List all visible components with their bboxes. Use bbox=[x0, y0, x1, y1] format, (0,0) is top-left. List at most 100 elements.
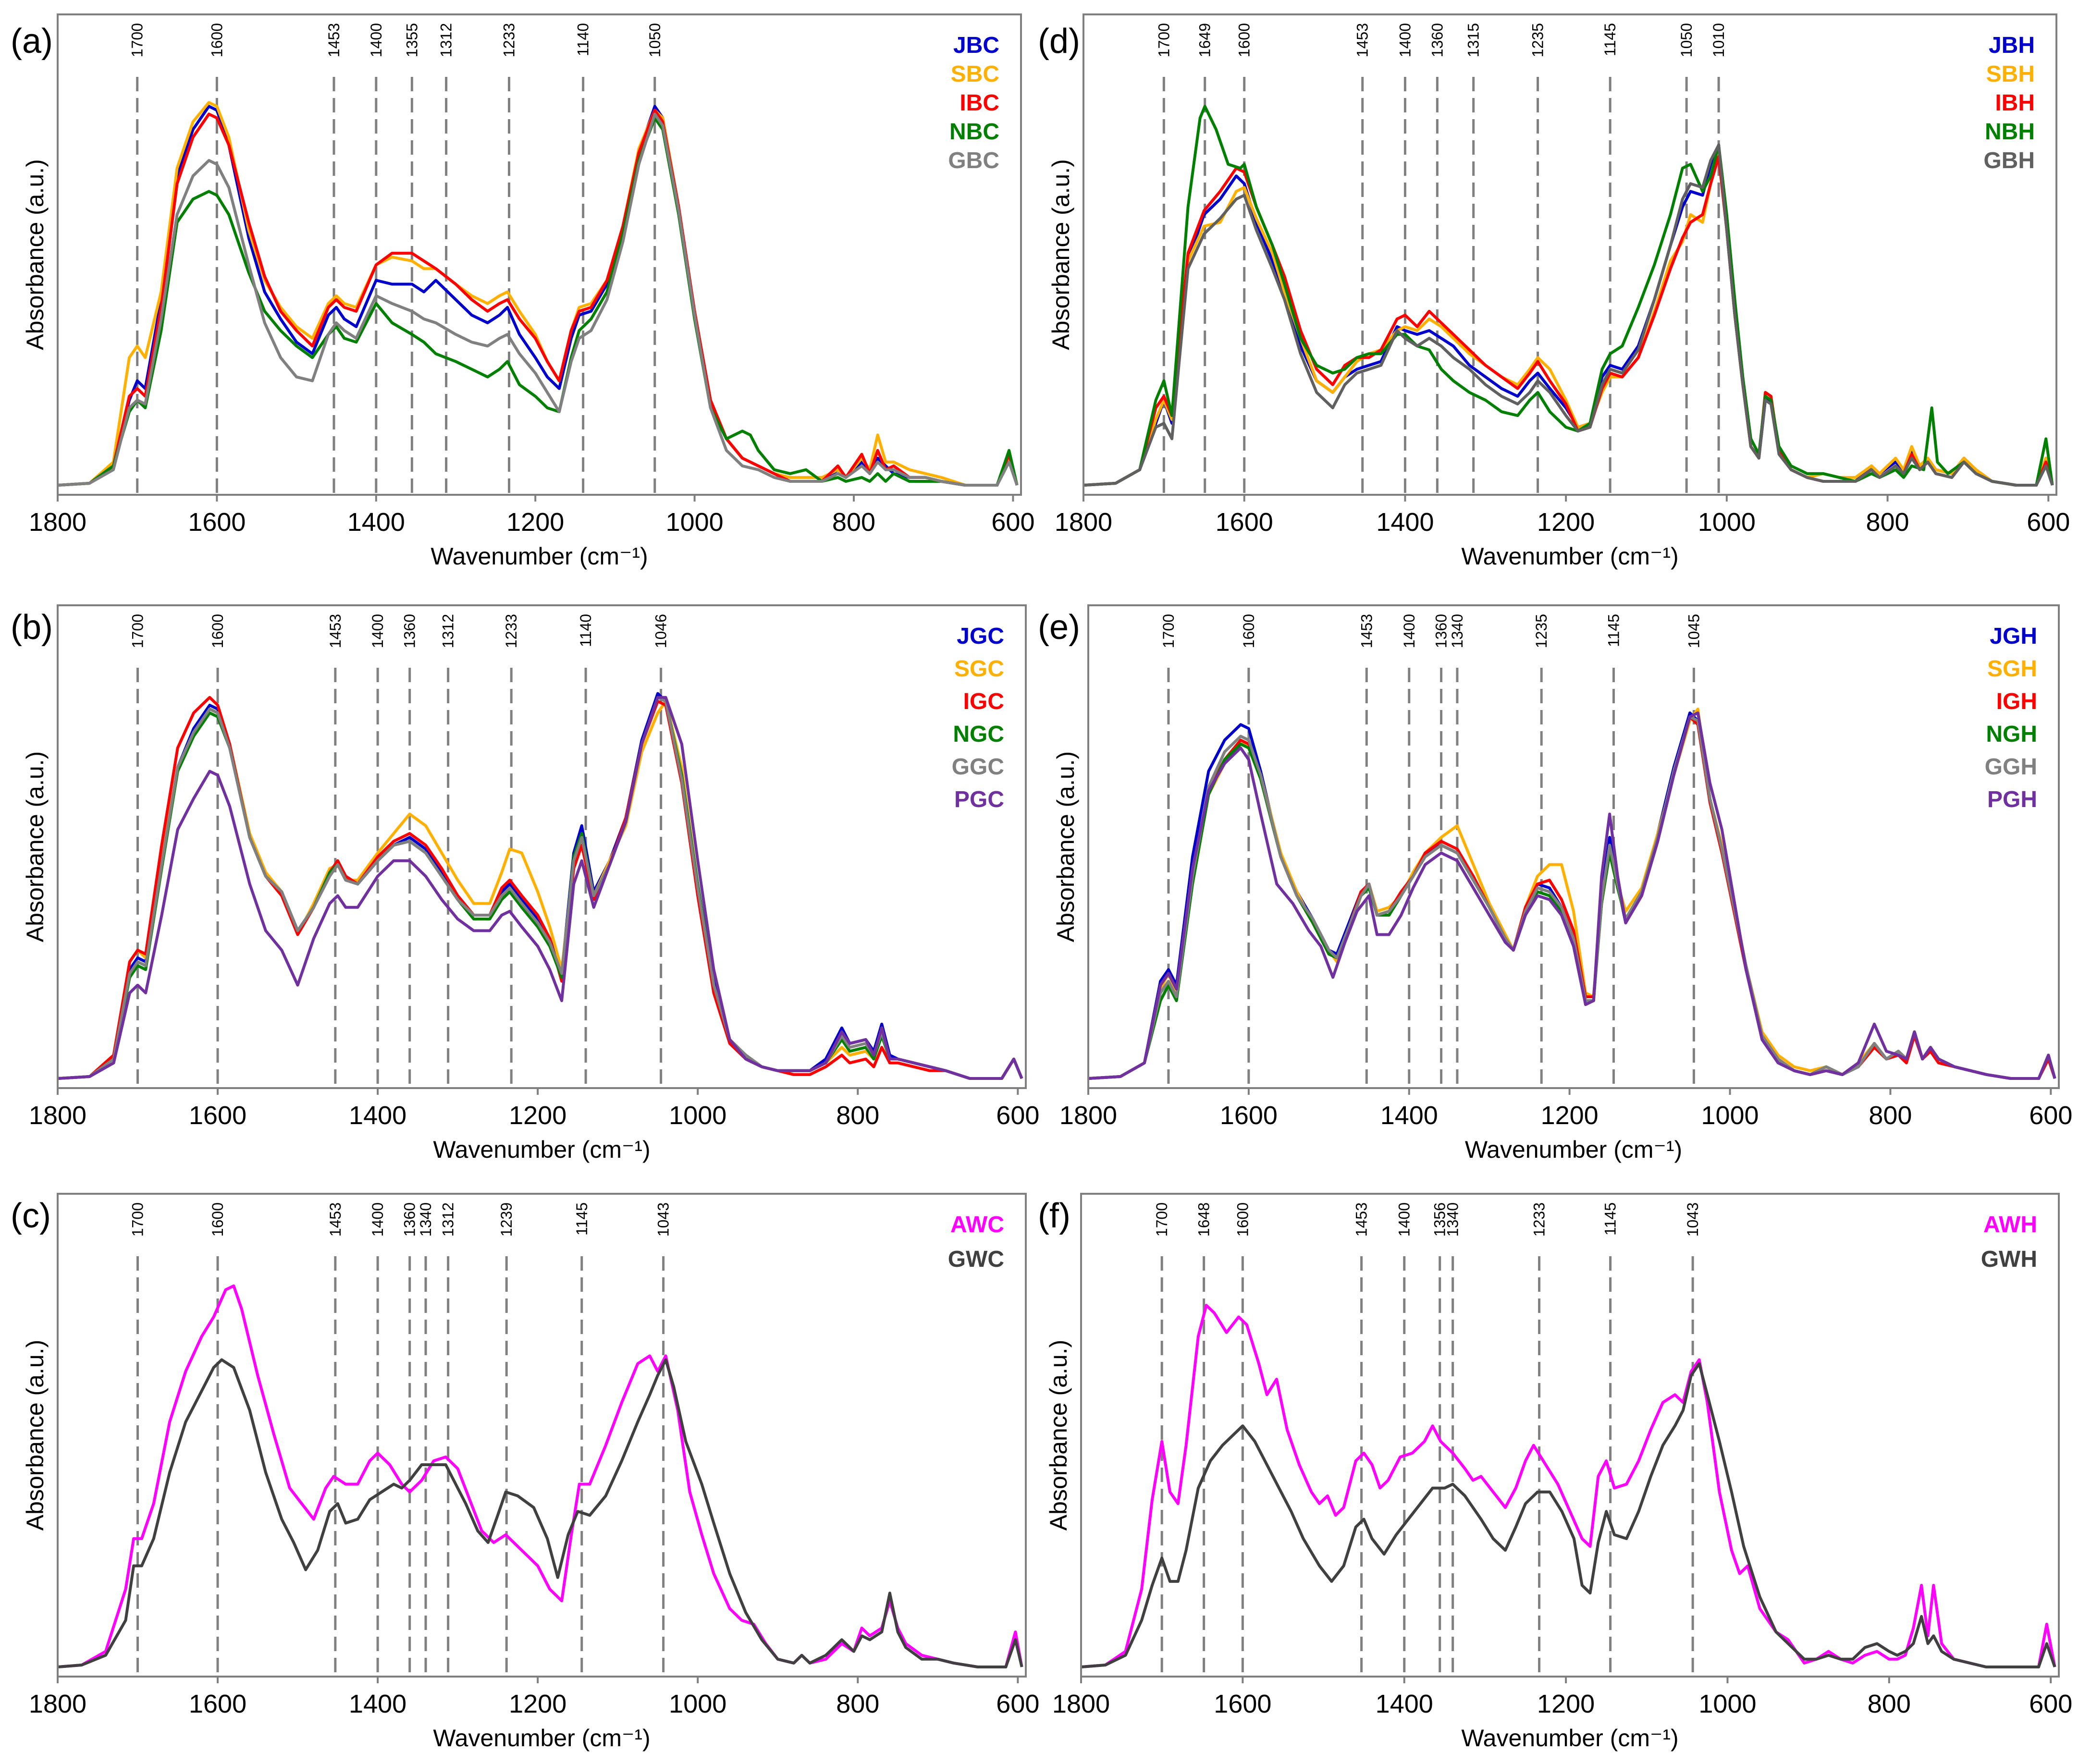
legend-item-GGH: GGH bbox=[1985, 754, 2037, 780]
peak-label: 1010 bbox=[1710, 23, 1727, 57]
legend-item-SBC: SBC bbox=[951, 61, 999, 87]
x-tick-label: 1800 bbox=[1052, 1690, 1110, 1718]
series-line-NGC bbox=[57, 696, 1023, 1080]
series-line-GBH bbox=[1083, 143, 2054, 487]
peak-label: 1355 bbox=[403, 23, 420, 57]
x-tick-label: 1600 bbox=[189, 1690, 246, 1718]
series-line-NBH bbox=[1083, 105, 2054, 487]
legend-item-IGH: IGH bbox=[1996, 689, 2037, 714]
y-axis-title: Absorbance (a.u.) bbox=[22, 1340, 49, 1531]
series-line-IGC bbox=[57, 696, 1023, 1080]
legend-item-AWC: AWC bbox=[950, 1212, 1004, 1237]
panel-label: (d) bbox=[1038, 22, 1080, 61]
peak-label: 1050 bbox=[646, 23, 664, 57]
legend-item-PGH: PGH bbox=[1987, 787, 2037, 812]
peak-label: 1400 bbox=[1401, 614, 1418, 648]
legend-item-JBC: JBC bbox=[953, 33, 999, 58]
panel-label: (b) bbox=[11, 608, 53, 647]
x-tick-label: 800 bbox=[836, 1101, 879, 1130]
x-tick-label: 1800 bbox=[29, 508, 86, 537]
legend-item-SGH: SGH bbox=[1987, 656, 2037, 682]
panel-a: (a) 1700 1600 1453 1400 1355 1312 1233 1140 1050 1… bbox=[11, 13, 1034, 570]
series-line-SGH bbox=[1088, 708, 2056, 1080]
x-tick-label: 1400 bbox=[1376, 508, 1434, 537]
series-line-SBC bbox=[57, 101, 1019, 487]
x-tick-label: 1400 bbox=[1376, 1690, 1433, 1718]
peak-label: 1312 bbox=[438, 23, 455, 57]
legend-item-GBH: GBH bbox=[1983, 148, 2035, 173]
peak-label: 1453 bbox=[1354, 23, 1371, 57]
legend-item-GBC: GBC bbox=[948, 148, 999, 173]
panel-label: (f) bbox=[1038, 1197, 1070, 1235]
series-line-AWH bbox=[1081, 1304, 2056, 1668]
plot-frame bbox=[1083, 13, 2057, 496]
x-tick-label: 1200 bbox=[506, 508, 564, 537]
peak-label: 1340 bbox=[417, 1202, 434, 1237]
peak-label: 1700 bbox=[129, 23, 146, 57]
x-tick-label: 1600 bbox=[1216, 508, 1273, 537]
peak-label: 1145 bbox=[573, 1202, 590, 1236]
x-tick-label: 600 bbox=[2027, 508, 2070, 537]
series-line-GGH bbox=[1088, 715, 2056, 1080]
x-axis-title: Wavenumber (cm⁻¹) bbox=[433, 1136, 650, 1163]
x-tick-label: 1800 bbox=[29, 1690, 86, 1718]
plot-frame bbox=[1080, 1193, 2060, 1678]
peak-label: 1700 bbox=[1160, 614, 1177, 648]
peak-label: 1315 bbox=[1465, 23, 1482, 57]
x-tick-label: 1000 bbox=[1698, 508, 1756, 537]
peak-label: 1453 bbox=[327, 614, 344, 648]
peak-label: 1145 bbox=[1605, 614, 1622, 647]
peak-label: 1360 bbox=[1433, 614, 1450, 648]
series-line-JGC bbox=[57, 692, 1023, 1080]
peak-label: 1600 bbox=[209, 614, 226, 648]
peak-label: 1700 bbox=[129, 614, 147, 648]
x-tick-label: 800 bbox=[1869, 1101, 1912, 1130]
legend-item-JBH: JBH bbox=[1989, 33, 2035, 58]
legend-item-IBC: IBC bbox=[960, 90, 999, 116]
y-axis-title: Absorbance (a.u.) bbox=[22, 159, 49, 350]
series-line-GWH bbox=[1081, 1362, 2056, 1668]
x-tick-label: 600 bbox=[2029, 1690, 2072, 1718]
series-line-SBH bbox=[1083, 151, 2054, 487]
plot-frame bbox=[57, 13, 1022, 496]
x-tick-label: 1800 bbox=[29, 1101, 86, 1130]
peak-label: 1453 bbox=[325, 23, 343, 57]
peak-label: 1400 bbox=[368, 23, 385, 57]
series-line-IBC bbox=[57, 109, 1019, 487]
peak-label: 1233 bbox=[1531, 1202, 1548, 1237]
panel-label: (a) bbox=[11, 22, 53, 61]
series-line-PGH bbox=[1088, 711, 2056, 1080]
legend-item-SGC: SGC bbox=[954, 656, 1004, 682]
peak-label: 1046 bbox=[652, 614, 670, 648]
x-tick-label: 800 bbox=[1868, 1690, 1911, 1718]
peak-label: 1050 bbox=[1678, 23, 1695, 57]
x-tick-label: 1400 bbox=[1380, 1101, 1438, 1130]
peak-label: 1145 bbox=[1602, 1202, 1619, 1236]
x-tick-label: 1400 bbox=[349, 1101, 406, 1130]
legend-item-SBH: SBH bbox=[1986, 61, 2035, 87]
peak-label: 1235 bbox=[1529, 23, 1547, 57]
series-line-SGC bbox=[57, 699, 1023, 1080]
peak-label: 1140 bbox=[577, 614, 594, 647]
legend-item-GWH: GWH bbox=[1981, 1247, 2037, 1272]
series-line-AWC bbox=[57, 1284, 1023, 1668]
series-line-NBC bbox=[57, 116, 1019, 487]
y-axis-title: Absorbance (a.u.) bbox=[22, 751, 49, 942]
series-line-NGH bbox=[1088, 715, 2056, 1080]
panel-b: (b) 1700 1600 1453 1400 1360 1312 1233 1140 1046 1… bbox=[11, 604, 1039, 1163]
peak-label: 1045 bbox=[1685, 614, 1702, 648]
peak-label: 1145 bbox=[1601, 23, 1619, 56]
series-line-JBH bbox=[1083, 143, 2054, 487]
peak-label: 1400 bbox=[1396, 23, 1414, 57]
x-axis-title: Wavenumber (cm⁻¹) bbox=[431, 543, 648, 570]
peak-label: 1600 bbox=[1240, 614, 1257, 648]
peak-label: 1649 bbox=[1196, 23, 1214, 57]
x-tick-label: 1000 bbox=[669, 1101, 726, 1130]
legend-item-JGC: JGC bbox=[957, 624, 1004, 649]
x-tick-label: 1800 bbox=[1055, 508, 1112, 537]
x-axis-title: Wavenumber (cm⁻¹) bbox=[433, 1725, 650, 1752]
peak-label: 1700 bbox=[1155, 23, 1172, 57]
x-tick-label: 1200 bbox=[509, 1101, 566, 1130]
legend-item-NGC: NGC bbox=[953, 722, 1004, 747]
